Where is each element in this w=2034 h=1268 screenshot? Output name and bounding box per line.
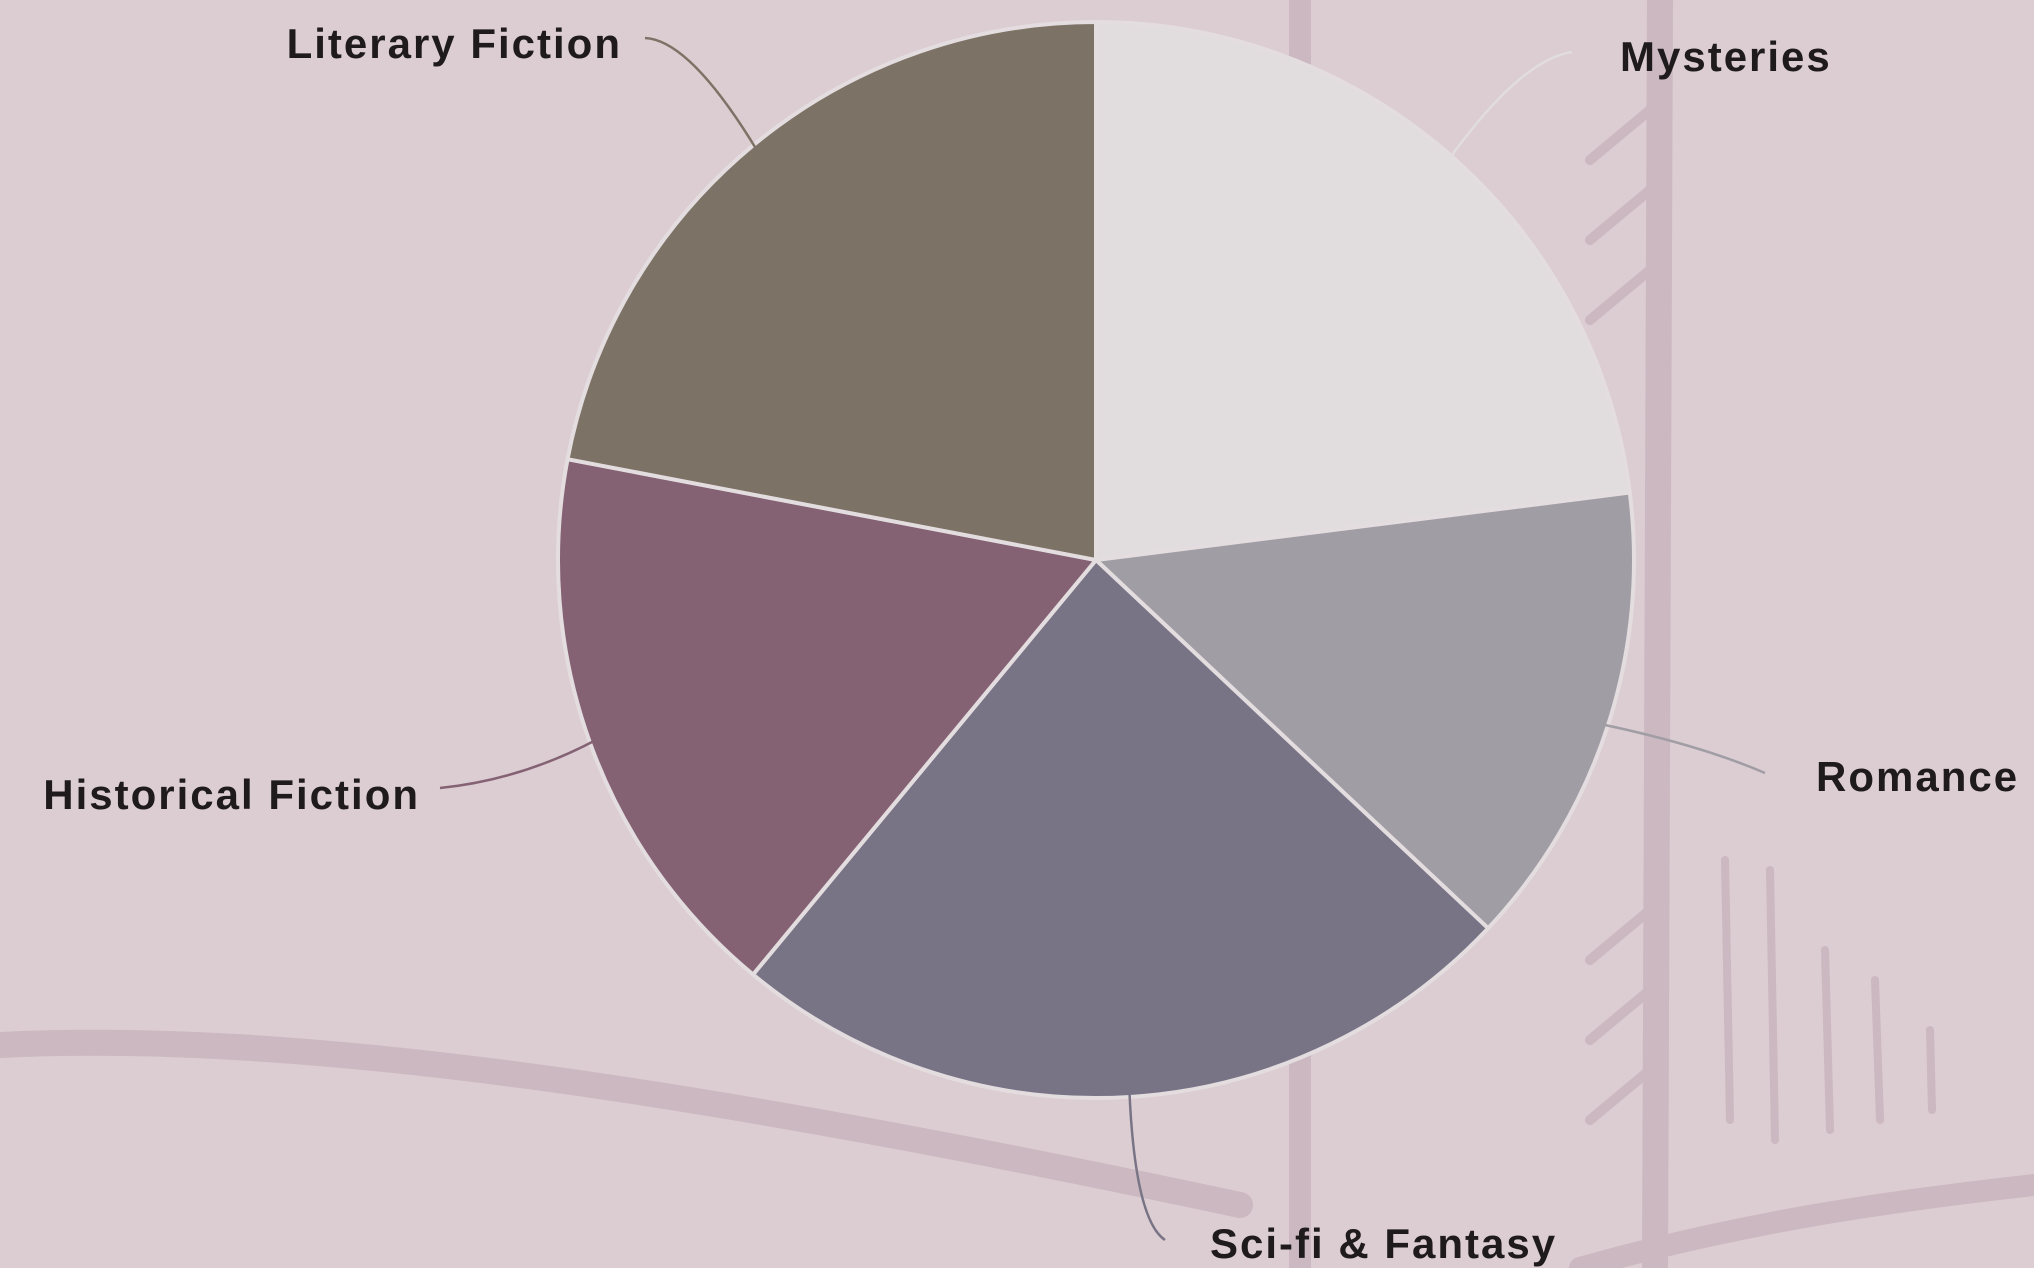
slice-label: Historical Fiction bbox=[43, 771, 420, 818]
chart: Mysteries Romance Sci-fi & Fantasy Historic… bbox=[0, 0, 2034, 1268]
slice-label: Literary Fiction bbox=[287, 20, 622, 67]
slice-label: Sci-fi & Fantasy bbox=[1210, 1220, 1557, 1267]
pie bbox=[558, 22, 1634, 1098]
slice-label: Mysteries bbox=[1620, 33, 1832, 80]
leader-line bbox=[645, 38, 757, 150]
page: Mysteries Romance Sci-fi & Fantasy Historic… bbox=[0, 0, 2034, 1268]
slice-label: Romance bbox=[1816, 753, 2019, 800]
slice bbox=[1096, 22, 1630, 560]
leader-line bbox=[1129, 1091, 1165, 1240]
leader-line bbox=[440, 740, 595, 788]
leader-line bbox=[1602, 724, 1765, 773]
leader-line bbox=[1448, 52, 1572, 161]
